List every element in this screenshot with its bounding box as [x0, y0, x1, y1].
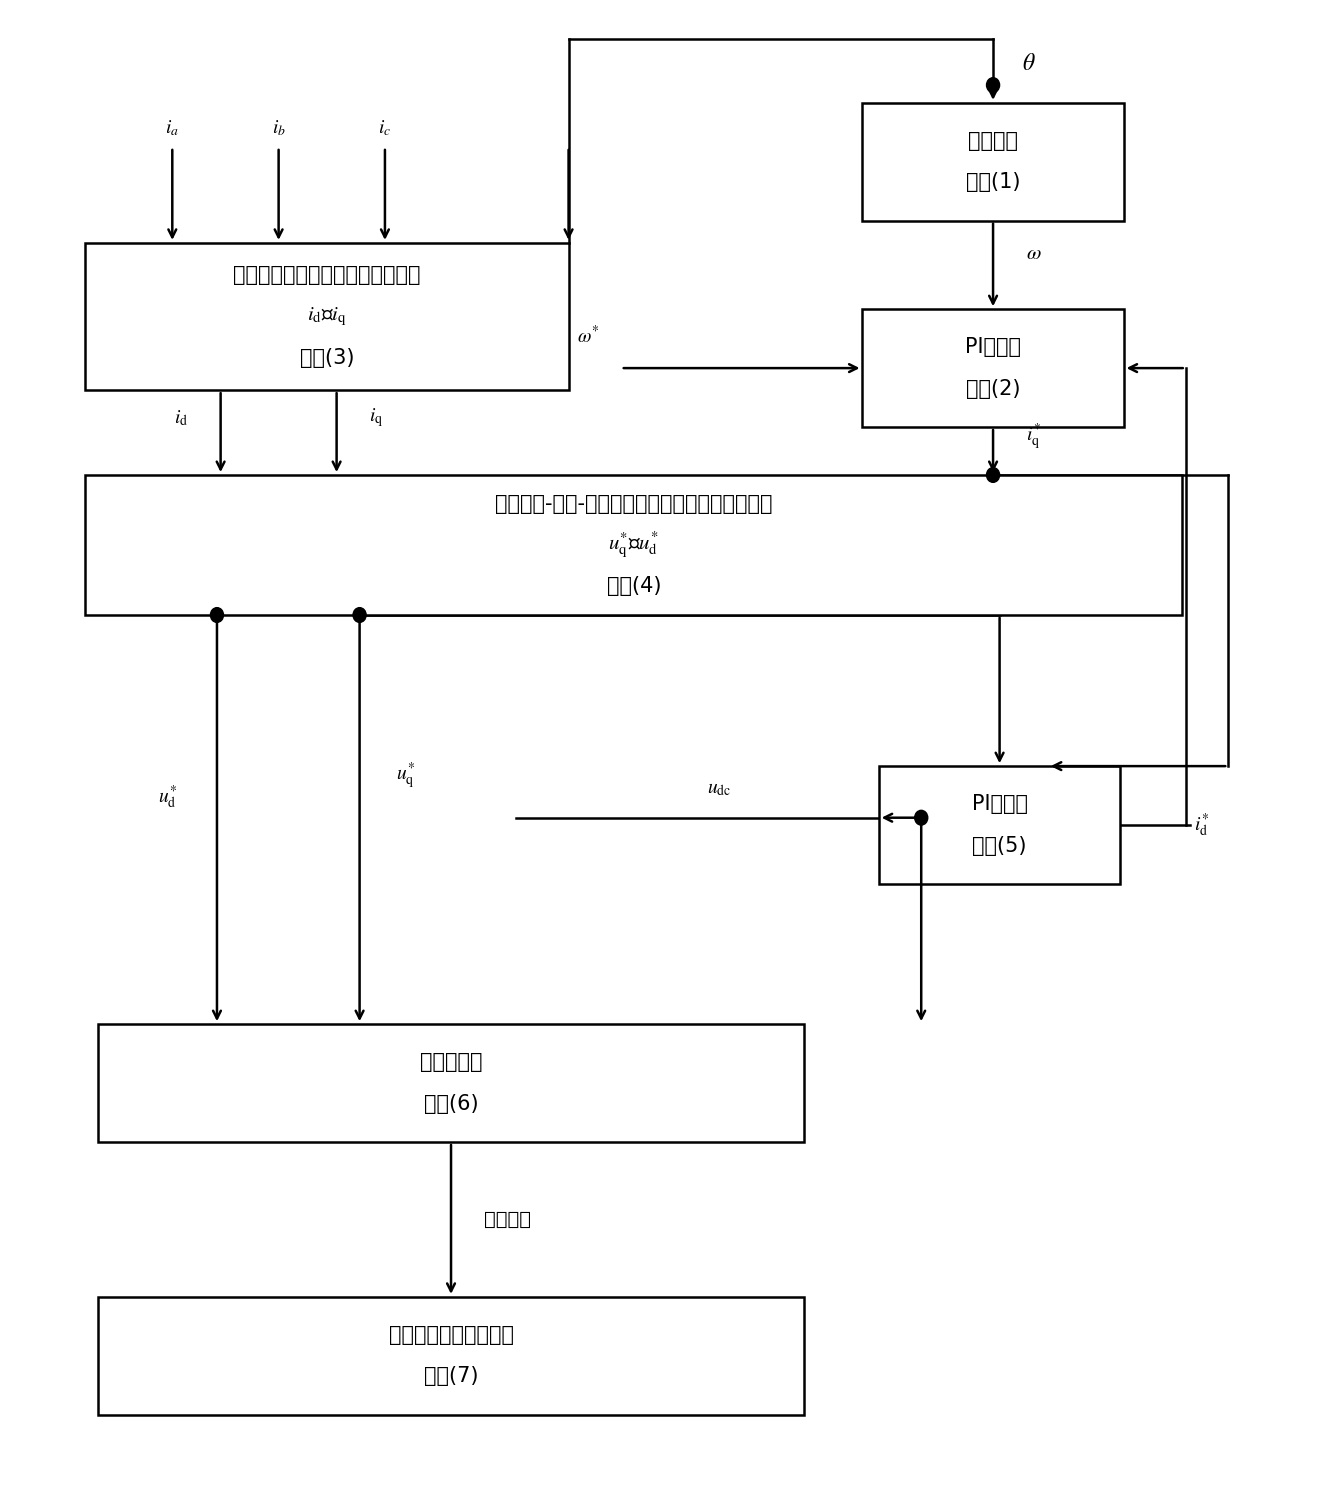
Text: 步骤(4): 步骤(4) — [607, 576, 661, 597]
Text: 过调制策略: 过调制策略 — [420, 1052, 482, 1073]
Text: 步骤(6): 步骤(6) — [424, 1094, 478, 1113]
Circle shape — [352, 607, 366, 622]
Text: $i_{\mathrm{d}}$: $i_{\mathrm{d}}$ — [174, 408, 187, 427]
Bar — [86, 243, 569, 390]
Text: 计算转速: 计算转速 — [968, 131, 1018, 152]
Text: $\omega$: $\omega$ — [1026, 243, 1041, 263]
Circle shape — [986, 467, 999, 482]
Text: $i_{\mathrm{q}}$: $i_{\mathrm{q}}$ — [370, 406, 383, 430]
Text: 计算定子电流两相旋转坐标系分量: 计算定子电流两相旋转坐标系分量 — [234, 265, 421, 286]
Bar — [99, 1024, 804, 1141]
Text: $i_{a}$: $i_{a}$ — [165, 118, 180, 138]
Text: 步骤(1): 步骤(1) — [966, 173, 1020, 192]
Text: $\theta$: $\theta$ — [1022, 51, 1035, 76]
Text: $i_{c}$: $i_{c}$ — [379, 118, 392, 138]
Circle shape — [915, 811, 928, 824]
Text: $i_{\mathrm{d}}$和$i_{\mathrm{q}}$: $i_{\mathrm{d}}$和$i_{\mathrm{q}}$ — [308, 305, 347, 327]
Text: PI控制器: PI控制器 — [972, 795, 1027, 814]
Text: $i_{b}$: $i_{b}$ — [272, 118, 285, 138]
Text: $u_{\mathrm{q}}^{*}$: $u_{\mathrm{q}}^{*}$ — [396, 760, 414, 790]
Text: $\omega^{*}$: $\omega^{*}$ — [577, 324, 599, 347]
Circle shape — [986, 77, 999, 92]
Text: 步骤(2): 步骤(2) — [966, 379, 1020, 399]
Text: 采用比例-积分-谐振控制器获得交直轴电压参考值: 采用比例-积分-谐振控制器获得交直轴电压参考值 — [495, 494, 772, 513]
Bar — [879, 766, 1121, 884]
Bar — [86, 475, 1183, 615]
Text: 两电平逆变器驱动电机: 两电平逆变器驱动电机 — [388, 1326, 513, 1345]
Text: $i_{\mathrm{d}}^{*}$: $i_{\mathrm{d}}^{*}$ — [1193, 811, 1209, 839]
Bar — [99, 1296, 804, 1415]
Bar — [862, 103, 1123, 220]
Text: $i_{\mathrm{q}}^{*}$: $i_{\mathrm{q}}^{*}$ — [1026, 421, 1041, 452]
Circle shape — [210, 607, 223, 622]
Text: $u_{\mathrm{dc}}$: $u_{\mathrm{dc}}$ — [706, 778, 731, 798]
Text: $u_{\mathrm{q}}^{*}$和$u_{\mathrm{d}}^{*}$: $u_{\mathrm{q}}^{*}$和$u_{\mathrm{d}}^{*}… — [609, 530, 659, 561]
Text: PI控制器: PI控制器 — [965, 338, 1022, 357]
Text: 步骤(3): 步骤(3) — [300, 348, 354, 368]
Text: 步骤(5): 步骤(5) — [973, 836, 1027, 856]
Text: 开关信号: 开关信号 — [483, 1210, 531, 1229]
Text: 步骤(7): 步骤(7) — [424, 1366, 478, 1387]
Text: $u_{\mathrm{d}}^{*}$: $u_{\mathrm{d}}^{*}$ — [158, 784, 177, 811]
Bar — [862, 310, 1123, 427]
